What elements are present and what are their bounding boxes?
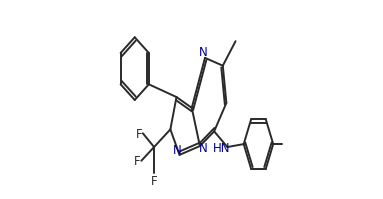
Text: F: F bbox=[136, 128, 142, 141]
Text: N: N bbox=[198, 46, 207, 60]
Text: N: N bbox=[198, 142, 207, 155]
Text: N: N bbox=[173, 144, 182, 157]
Text: F: F bbox=[134, 155, 141, 168]
Text: F: F bbox=[151, 175, 158, 188]
Text: HN: HN bbox=[213, 142, 231, 155]
